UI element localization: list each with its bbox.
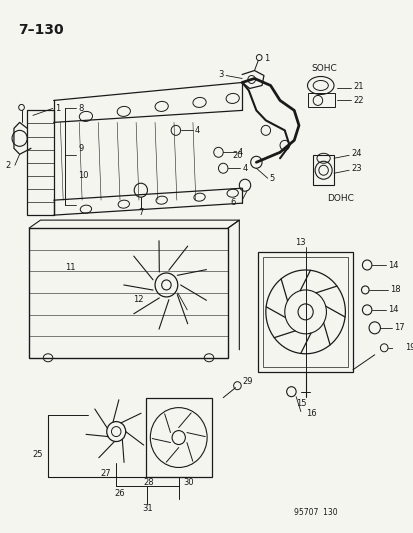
Text: 16: 16 <box>305 409 316 418</box>
Bar <box>312 155 333 185</box>
Bar <box>145 398 211 478</box>
Bar <box>27 110 54 215</box>
Text: 28: 28 <box>143 478 154 487</box>
Text: 22: 22 <box>352 96 363 105</box>
Text: 6: 6 <box>230 198 235 207</box>
Text: 7–130: 7–130 <box>18 22 63 37</box>
Text: 14: 14 <box>387 261 398 270</box>
Text: 4: 4 <box>237 148 242 157</box>
Text: 26: 26 <box>114 489 125 498</box>
Text: 9: 9 <box>78 144 83 153</box>
Bar <box>29 228 228 358</box>
Bar <box>258 252 352 372</box>
Text: 17: 17 <box>393 324 404 333</box>
Text: DOHC: DOHC <box>327 193 354 203</box>
Text: 14: 14 <box>387 305 398 314</box>
Text: 1: 1 <box>55 104 60 113</box>
Text: 2: 2 <box>5 161 10 170</box>
Text: 15: 15 <box>295 399 305 408</box>
Text: 21: 21 <box>352 82 363 91</box>
Text: 3: 3 <box>217 70 223 79</box>
Text: 18: 18 <box>389 286 399 294</box>
Text: SOHC: SOHC <box>311 64 336 73</box>
Text: 1: 1 <box>263 54 268 63</box>
Text: 31: 31 <box>142 504 152 513</box>
Text: 11: 11 <box>65 263 76 272</box>
Text: 20: 20 <box>232 151 242 160</box>
Text: 13: 13 <box>295 238 306 247</box>
Bar <box>308 93 334 108</box>
Text: 23: 23 <box>350 164 361 173</box>
Text: 12: 12 <box>133 295 143 304</box>
Text: 7: 7 <box>138 208 143 216</box>
Text: 8: 8 <box>78 104 83 113</box>
Circle shape <box>279 140 289 150</box>
Text: 19: 19 <box>404 343 413 352</box>
Text: 27: 27 <box>101 469 111 478</box>
Text: 25: 25 <box>33 450 43 459</box>
Text: 95707  130: 95707 130 <box>294 508 337 518</box>
Text: 5: 5 <box>269 174 274 183</box>
Text: 10: 10 <box>78 171 89 180</box>
Bar <box>262 257 347 367</box>
Text: 29: 29 <box>242 377 252 386</box>
Text: 30: 30 <box>183 478 194 487</box>
Circle shape <box>261 125 270 135</box>
Text: 4: 4 <box>195 126 199 135</box>
Text: 24: 24 <box>350 149 361 158</box>
Text: 4: 4 <box>242 164 247 173</box>
